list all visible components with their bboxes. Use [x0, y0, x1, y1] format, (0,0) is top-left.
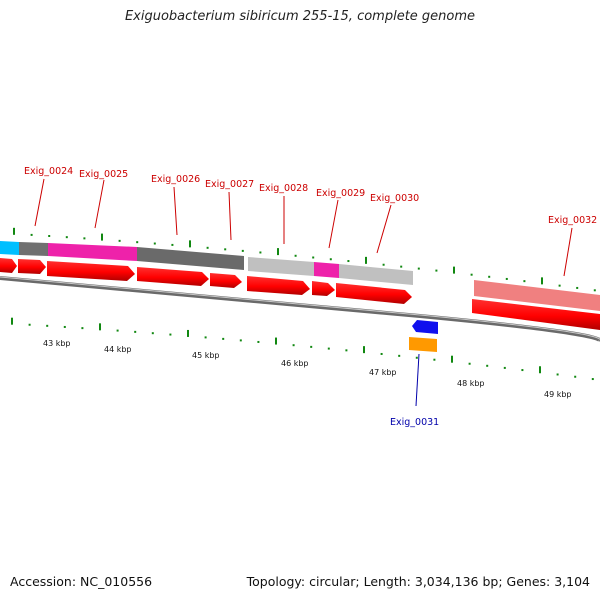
scale-label: 48 kbp	[457, 379, 485, 388]
scale-label: 47 kbp	[369, 368, 397, 377]
genome-summary-text: Topology: circular; Length: 3,034,136 bp…	[246, 574, 590, 589]
scale-label: 43 kbp	[43, 339, 71, 348]
genome-backbone	[0, 276, 600, 343]
gene-labels: Exig_0024 Exig_0025 Exig_0026 Exig_0027 …	[24, 166, 597, 428]
feature-light-gray-1	[248, 257, 314, 276]
feature-dark-gray-2	[137, 247, 244, 270]
feature-magenta-1	[48, 243, 137, 261]
cds-arrow-blue	[412, 320, 438, 334]
scale-label: 45 kbp	[192, 351, 220, 360]
gene-label[interactable]: Exig_0031	[390, 417, 439, 428]
gene-label[interactable]: Exig_0029	[316, 188, 365, 199]
gene-label[interactable]: Exig_0032	[548, 215, 597, 226]
cds-arrow	[210, 273, 242, 288]
cds-arrows	[0, 258, 600, 352]
scale-label: 49 kbp	[544, 390, 572, 399]
cds-box-orange	[409, 337, 437, 352]
accession-text: Accession: NC_010556	[10, 574, 153, 589]
gene-label[interactable]: Exig_0028	[259, 183, 308, 194]
feature-light-gray-2	[339, 264, 413, 285]
page-title: Exiguobacterium sibiricum 255-15, comple…	[124, 9, 476, 24]
feature-magenta-2	[314, 262, 339, 278]
scale-label: 46 kbp	[281, 359, 309, 368]
gene-label[interactable]: Exig_0030	[370, 193, 419, 204]
gene-label[interactable]: Exig_0025	[79, 169, 128, 180]
cds-arrow	[137, 267, 209, 286]
scale-ticks	[11, 227, 596, 381]
cds-arrow	[47, 261, 135, 281]
feature-cyan	[0, 241, 19, 255]
cds-arrow	[18, 259, 46, 274]
gene-label[interactable]: Exig_0026	[151, 174, 200, 185]
gene-label[interactable]: Exig_0027	[205, 179, 254, 190]
cds-arrow	[312, 281, 335, 296]
gene-label[interactable]: Exig_0024	[24, 166, 73, 177]
gene-label-leaders	[34, 178, 573, 407]
cds-arrow	[472, 299, 600, 330]
scale-label: 44 kbp	[104, 345, 132, 354]
cds-arrow	[0, 258, 17, 273]
feature-pink	[474, 280, 600, 311]
cds-arrow	[247, 276, 310, 295]
cds-arrow	[336, 283, 412, 304]
genome-backbone-highlight	[0, 276, 600, 341]
feature-dark-gray-1	[19, 242, 48, 256]
feature-track	[0, 241, 600, 311]
scale-labels: 43 kbp 44 kbp 45 kbp 46 kbp 47 kbp 48 kb…	[43, 339, 572, 399]
